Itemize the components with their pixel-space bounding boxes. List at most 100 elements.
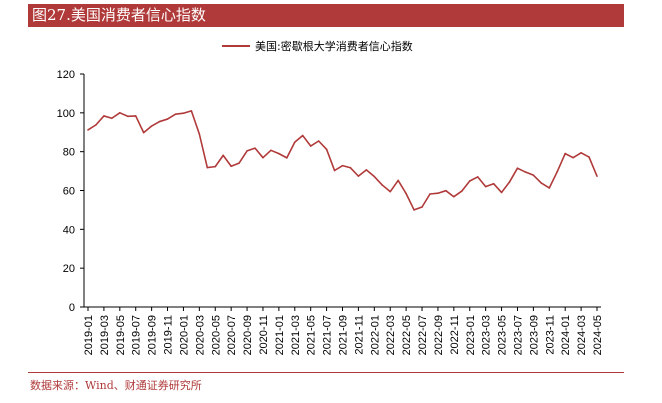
x-tick-label: 2021-11 [353,315,365,355]
x-tick-label: 2019-09 [147,315,159,355]
series-line [87,110,598,211]
data-point [453,195,455,198]
chart-legend: 美国:密歇根大学消费者信心指数 [222,39,413,53]
data-point [357,175,360,177]
x-tick-label: 2022-09 [433,315,445,355]
x-tick-label: 2024-05 [592,315,604,355]
data-point [373,175,376,178]
x-tick-label: 2021-01 [274,315,286,355]
data-point [166,118,169,120]
x-tick-label: 2019-11 [163,315,175,355]
data-point [119,112,121,114]
data-point [286,157,288,159]
x-tick-label: 2019-03 [99,315,111,355]
data-point [214,165,217,168]
data-point [492,182,495,185]
x-tick-label: 2020-03 [194,315,206,355]
data-point [381,184,384,186]
chart-series [87,110,598,211]
title-bar: 图27.美国消费者信心指数 [28,4,624,27]
data-point [174,113,177,115]
x-tick-label: 2022-07 [417,315,429,355]
data-point [460,190,463,192]
data-point [134,115,137,117]
chart-axes: 0 20 40 60 80 100 120 2019-01 2019-03 2019-05 2019… [57,69,604,355]
data-point [445,189,447,192]
data-point [468,180,471,182]
data-point [262,156,264,159]
data-point [270,149,272,152]
data-point [246,150,248,152]
data-point [142,131,145,134]
x-tick-label: 2023-09 [528,315,540,355]
data-point [293,141,296,143]
data-point [158,120,161,123]
data-point [580,152,582,154]
data-point [206,166,209,169]
x-tick-label: 2022-05 [401,315,413,355]
data-point [95,124,97,126]
data-point [405,192,407,195]
x-tick-label: 2024-01 [560,315,572,355]
x-tick-label: 2020-11 [258,315,270,355]
data-point [429,193,431,195]
data-point [349,166,352,169]
x-tick-label: 2023-01 [465,315,477,355]
x-tick-label: 2021-05 [306,315,318,355]
x-tick-label: 2024-03 [576,315,588,355]
x-tick-label: 2023-11 [544,315,556,355]
data-point [389,190,392,193]
x-tick-label: 2021-09 [338,315,350,355]
data-point [421,206,423,208]
data-point [413,209,415,211]
data-point [476,176,479,178]
x-tick-label: 2020-07 [226,315,238,355]
y-tick-label: 80 [63,147,75,159]
x-tick-label: 2022-11 [449,315,461,355]
x-tick-label: 2020-09 [242,315,254,355]
x-tick-label: 2019-07 [131,315,143,355]
data-point [524,171,527,173]
data-point [341,164,344,167]
data-point [198,133,201,135]
legend-label: 美国:密歇根大学消费者信心指数 [255,39,413,53]
data-point [484,185,487,188]
y-tick-label: 40 [63,224,75,236]
data-point [365,169,368,171]
figure-title: 图27.美国消费者信心指数 [32,6,206,24]
x-tick-label: 2023-05 [497,315,509,355]
data-point [516,167,519,169]
y-tick-label: 100 [57,108,75,120]
data-point [309,145,312,147]
data-point [508,181,511,183]
data-point [532,174,535,176]
data-point [564,152,566,155]
y-tick-label: 120 [57,69,75,81]
y-tick-label: 60 [63,186,75,198]
data-point [596,175,598,177]
data-point [317,140,320,142]
x-tick-label: 2020-01 [178,315,190,355]
data-point [500,191,503,194]
data-point [190,110,193,112]
y-tick-label: 20 [63,263,75,275]
x-tick-label: 2019-01 [83,315,95,355]
data-point [548,187,551,189]
source-divider [28,372,624,373]
x-tick-label: 2022-03 [385,315,397,355]
data-point [572,156,574,159]
y-tick-label: 0 [69,302,75,314]
data-point [111,117,113,120]
x-tick-label: 2021-03 [290,315,302,355]
data-point [150,125,153,127]
data-point [325,148,328,151]
data-point [540,182,543,184]
data-point [278,152,280,155]
x-tick-label: 2019-05 [115,315,127,355]
data-point [103,115,105,117]
data-point [238,162,240,164]
data-point [588,156,590,158]
x-tick-label: 2023-03 [481,315,493,355]
data-point [437,192,439,195]
